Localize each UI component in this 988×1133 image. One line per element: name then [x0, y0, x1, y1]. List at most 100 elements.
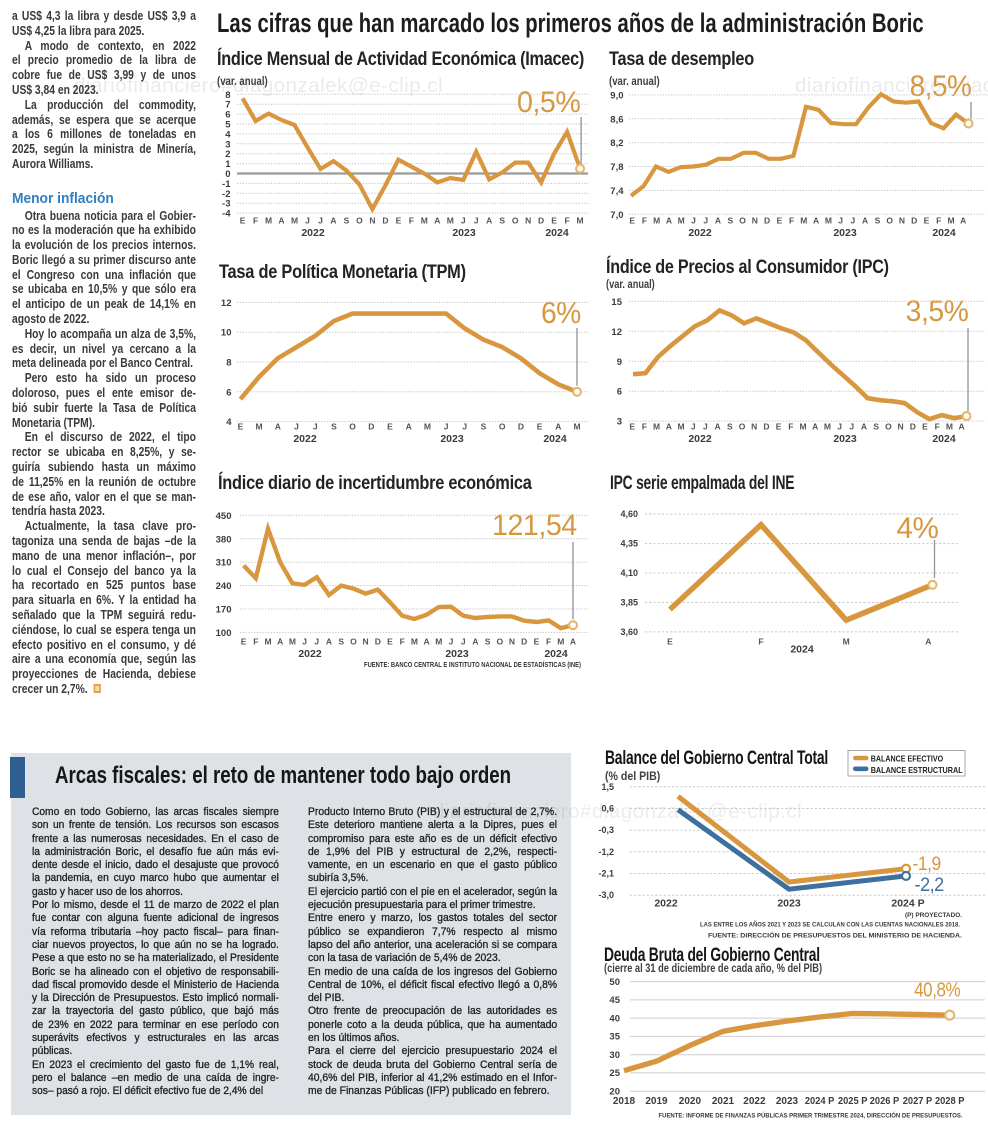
- svg-text:J: J: [691, 216, 696, 226]
- svg-text:F: F: [642, 216, 647, 226]
- svg-text:J: J: [305, 216, 310, 226]
- svg-text:2024: 2024: [543, 433, 567, 445]
- svg-text:1: 1: [225, 159, 231, 170]
- svg-text:O: O: [499, 422, 506, 432]
- svg-text:F: F: [936, 216, 941, 226]
- svg-text:A: A: [960, 216, 966, 226]
- svg-text:(P) PROYECTADO.: (P) PROYECTADO.: [905, 912, 962, 919]
- svg-text:D: D: [911, 216, 917, 226]
- svg-text:A: A: [925, 637, 931, 647]
- svg-text:S: S: [344, 216, 350, 226]
- svg-text:240: 240: [216, 581, 232, 592]
- svg-text:J: J: [849, 422, 854, 432]
- svg-text:M: M: [289, 637, 296, 647]
- svg-text:S: S: [331, 422, 337, 432]
- svg-text:A: A: [277, 637, 283, 647]
- svg-text:2028 P: 2028 P: [935, 1096, 965, 1107]
- svg-text:E: E: [387, 637, 393, 647]
- svg-text:12: 12: [611, 327, 622, 338]
- svg-text:2023: 2023: [833, 433, 857, 445]
- svg-text:E: E: [537, 422, 543, 432]
- svg-text:-2,1: -2,1: [598, 869, 614, 879]
- svg-text:A: A: [570, 637, 576, 647]
- svg-text:J: J: [703, 422, 708, 432]
- svg-text:-3: -3: [222, 199, 230, 210]
- svg-text:6: 6: [225, 110, 230, 121]
- svg-text:2023: 2023: [440, 433, 464, 445]
- svg-text:8: 8: [225, 90, 230, 101]
- svg-text:2024: 2024: [932, 433, 956, 445]
- svg-text:2024: 2024: [544, 648, 568, 660]
- svg-text:S: S: [481, 422, 487, 432]
- svg-text:2026 P: 2026 P: [870, 1096, 900, 1107]
- svg-text:S: S: [499, 216, 505, 226]
- svg-text:-3,0: -3,0: [598, 890, 614, 900]
- svg-text:M: M: [291, 216, 298, 226]
- svg-text:J: J: [461, 637, 466, 647]
- svg-text:A: A: [861, 422, 867, 432]
- svg-text:50: 50: [609, 977, 620, 988]
- svg-text:N: N: [899, 216, 905, 226]
- svg-text:E: E: [629, 422, 635, 432]
- svg-text:M: M: [577, 216, 584, 226]
- svg-text:BALANCE ESTRUCTURAL: BALANCE ESTRUCTURAL: [871, 765, 963, 775]
- svg-text:2024: 2024: [790, 644, 814, 656]
- svg-text:0: 0: [225, 169, 230, 180]
- svg-text:N: N: [525, 216, 531, 226]
- svg-text:F: F: [253, 216, 258, 226]
- svg-text:J: J: [837, 422, 842, 432]
- svg-text:M: M: [678, 216, 685, 226]
- svg-text:D: D: [521, 637, 527, 647]
- svg-text:450: 450: [216, 511, 232, 522]
- svg-text:J: J: [444, 422, 449, 432]
- svg-text:J: J: [461, 216, 466, 226]
- svg-text:O: O: [512, 216, 519, 226]
- svg-text:7,0: 7,0: [610, 210, 623, 221]
- svg-text:D: D: [518, 422, 524, 432]
- svg-text:2023: 2023: [833, 227, 857, 239]
- svg-text:F: F: [642, 422, 647, 432]
- svg-text:2024 P: 2024 P: [805, 1096, 835, 1107]
- svg-text:2021: 2021: [712, 1096, 735, 1107]
- svg-text:7: 7: [225, 100, 230, 111]
- svg-text:2024: 2024: [932, 227, 956, 239]
- svg-text:2024 P: 2024 P: [891, 898, 924, 910]
- svg-text:E: E: [241, 637, 247, 647]
- svg-text:M: M: [653, 422, 660, 432]
- svg-text:BALANCE EFECTIVO: BALANCE EFECTIVO: [871, 753, 944, 763]
- svg-text:310: 310: [216, 558, 232, 569]
- svg-text:9,0: 9,0: [610, 90, 623, 101]
- svg-text:2022: 2022: [301, 227, 325, 239]
- svg-text:A: A: [406, 422, 412, 432]
- svg-text:F: F: [935, 422, 940, 432]
- svg-text:O: O: [739, 422, 746, 432]
- svg-text:E: E: [387, 422, 393, 432]
- svg-text:LAS ENTRE LOS AÑOS 2021 Y 2023: LAS ENTRE LOS AÑOS 2021 Y 2023 SE CALCUL…: [700, 920, 960, 929]
- svg-text:M: M: [653, 216, 660, 226]
- svg-text:7,8: 7,8: [610, 162, 623, 173]
- svg-text:4,35: 4,35: [620, 539, 638, 549]
- svg-text:-0,3: -0,3: [598, 825, 614, 835]
- svg-text:7,4: 7,4: [610, 186, 624, 197]
- svg-text:M: M: [947, 216, 954, 226]
- svg-text:A: A: [326, 637, 332, 647]
- svg-text:A: A: [330, 216, 336, 226]
- svg-text:15: 15: [611, 297, 622, 308]
- svg-text:6: 6: [617, 387, 622, 398]
- svg-text:4: 4: [225, 129, 231, 140]
- svg-text:N: N: [363, 637, 369, 647]
- svg-text:A: A: [666, 216, 672, 226]
- svg-text:3,60: 3,60: [620, 627, 638, 637]
- svg-text:M: M: [824, 422, 831, 432]
- svg-text:E: E: [776, 422, 782, 432]
- svg-text:E: E: [396, 216, 402, 226]
- svg-text:D: D: [375, 637, 381, 647]
- svg-text:O: O: [349, 422, 356, 432]
- svg-text:A: A: [486, 216, 492, 226]
- svg-text:2025 P: 2025 P: [838, 1096, 868, 1107]
- svg-text:A: A: [862, 216, 868, 226]
- svg-text:2023: 2023: [776, 1096, 799, 1107]
- svg-text:E: E: [776, 216, 782, 226]
- svg-text:M: M: [264, 637, 271, 647]
- svg-text:3: 3: [225, 139, 230, 150]
